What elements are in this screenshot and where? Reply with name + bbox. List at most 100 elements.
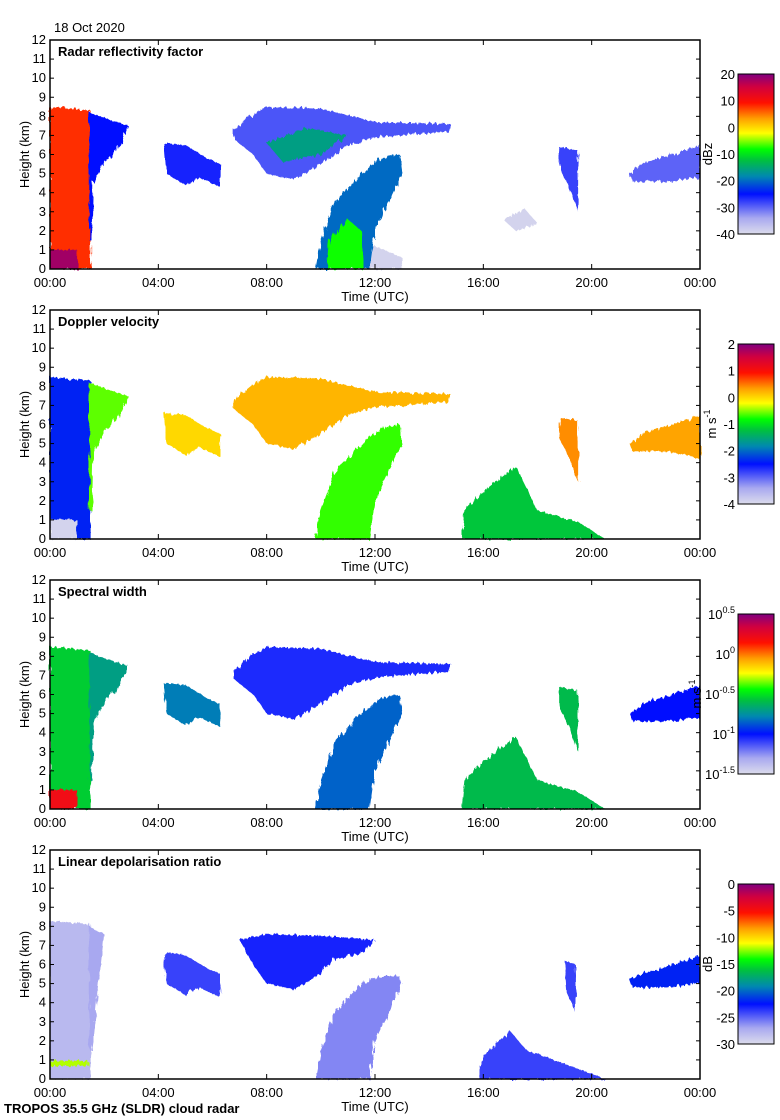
colorbar-tick-base: -1 <box>723 417 735 432</box>
colorbar-tick-base: -2 <box>723 444 735 459</box>
y-tick-label: 5 <box>39 436 46 451</box>
panel-title: Radar reflectivity factor <box>58 44 203 59</box>
colorbar-tick-base: 0 <box>728 877 735 892</box>
echo-region-late-layer <box>629 144 700 182</box>
y-tick-label: 2 <box>39 763 46 778</box>
echo-region-late-cell <box>559 146 579 212</box>
plot-area <box>50 40 700 269</box>
colorbar-unit: dBz <box>700 143 715 165</box>
y-tick-label: 6 <box>39 957 46 972</box>
colorbar-tick-base: 10 <box>708 607 722 622</box>
echo-region-midlevel-cells <box>163 143 221 187</box>
x-tick-label: 00:00 <box>34 815 67 830</box>
echo-region-fall-streak <box>315 694 403 809</box>
x-tick-label: 08:00 <box>250 545 283 560</box>
x-tick-label: 16:00 <box>467 815 500 830</box>
echo-region-late-layer <box>629 954 700 988</box>
y-tick-label: 8 <box>39 108 46 123</box>
y-tick-label: 0 <box>39 1071 46 1086</box>
y-tick-label: 9 <box>39 359 46 374</box>
echo-region-early-edge <box>89 652 129 781</box>
panel-title: Doppler velocity <box>58 314 160 329</box>
x-tick-label: 12:00 <box>359 815 392 830</box>
echo-region-early-cloud <box>50 376 91 539</box>
colorbar-unit: dB <box>700 956 715 972</box>
echo-region-upper-core <box>266 127 348 163</box>
echo-region-early-edge <box>89 926 105 1051</box>
colorbar-tick-base: 10 <box>713 727 727 742</box>
y-tick-label: 8 <box>39 378 46 393</box>
echo-region-fall-streak-base <box>326 219 365 269</box>
colorbar-tick-base: 10 <box>705 767 719 782</box>
echo-region-upper-layer <box>234 106 451 180</box>
colorbar <box>737 883 775 1045</box>
x-tick-label: 00:00 <box>684 1085 717 1100</box>
colorbar-tick-label: -3 <box>723 470 735 485</box>
y-tick-label: 5 <box>39 706 46 721</box>
echo-region-early-rain <box>50 519 78 539</box>
echo-field <box>50 106 700 270</box>
echo-region-melting-layer <box>50 1060 88 1066</box>
echo-region-fall-streak <box>315 424 403 539</box>
echo-region-early-rain <box>50 789 78 809</box>
y-tick-label: 8 <box>39 918 46 933</box>
y-tick-label: 0 <box>39 801 46 816</box>
plot-area <box>50 850 700 1079</box>
y-tick-label: 10 <box>32 610 46 625</box>
colorbar-tick-label: 100 <box>716 645 735 662</box>
y-tick-label: 7 <box>39 667 46 682</box>
x-tick-label: 20:00 <box>575 815 608 830</box>
y-tick-label: 9 <box>39 89 46 104</box>
x-tick-label: 00:00 <box>34 275 67 290</box>
colorbar-tick-base: -25 <box>716 1010 735 1025</box>
colorbar-unit-label: dB <box>700 956 715 972</box>
colorbar-tick-base: 10 <box>721 94 735 109</box>
x-tick-label: 20:00 <box>575 545 608 560</box>
echo-region-early-cloud <box>50 646 91 809</box>
colorbar-tick-base: 20 <box>721 67 735 82</box>
x-tick-label: 16:00 <box>467 545 500 560</box>
colorbar-tick-label: -4 <box>723 497 735 512</box>
y-tick-label: 3 <box>39 474 46 489</box>
colorbar-tick-label: 20 <box>721 67 735 82</box>
colorbar-tick-exponent: -0.5 <box>719 685 735 695</box>
colorbar-tick-exponent: -1.5 <box>719 765 735 775</box>
y-tick-label: 0 <box>39 261 46 276</box>
echo-region-early-edge <box>89 382 129 511</box>
y-tick-label: 8 <box>39 648 46 663</box>
colorbar-tick-label: -1 <box>723 417 735 432</box>
colorbar-tick-exponent: -1 <box>727 725 735 735</box>
y-tick-label: 12 <box>32 842 46 857</box>
colorbar-unit: m s <box>704 417 719 438</box>
y-tick-label: 6 <box>39 147 46 162</box>
x-tick-label: 00:00 <box>684 545 717 560</box>
colorbar-tick-base: -30 <box>716 1037 735 1052</box>
x-tick-label: 12:00 <box>359 1085 392 1100</box>
colorbar-tick-exponent: 0 <box>730 645 735 655</box>
colorbar-tick-label: 0 <box>728 390 735 405</box>
colorbar-tick-label: 0 <box>728 120 735 135</box>
colorbar-tick-label: 1 <box>728 364 735 379</box>
y-tick-label: 12 <box>32 572 46 587</box>
colorbar-tick-base: 0 <box>728 120 735 135</box>
y-tick-label: 5 <box>39 166 46 181</box>
y-tick-label: 3 <box>39 204 46 219</box>
y-tick-label: 10 <box>32 880 46 895</box>
y-tick-label: 1 <box>39 512 46 527</box>
echo-region-late-cell <box>559 416 579 482</box>
y-axis-label: Height (km) <box>17 661 32 728</box>
colorbar-tick-label: -2 <box>723 444 735 459</box>
echo-region-late-layer <box>629 684 700 722</box>
y-tick-label: 4 <box>39 455 46 470</box>
y-tick-label: 4 <box>39 995 46 1010</box>
echo-region-early-cloud <box>50 920 91 1079</box>
x-tick-label: 00:00 <box>34 1085 67 1100</box>
echo-region-early-core <box>50 249 78 269</box>
x-tick-label: 00:00 <box>684 815 717 830</box>
echo-region-upper-layer <box>234 376 451 450</box>
colorbar-tick-base: -20 <box>716 174 735 189</box>
echo-region-midlevel-cells <box>163 953 221 997</box>
x-tick-label: 20:00 <box>575 275 608 290</box>
echo-region-low-cells <box>477 1031 606 1079</box>
